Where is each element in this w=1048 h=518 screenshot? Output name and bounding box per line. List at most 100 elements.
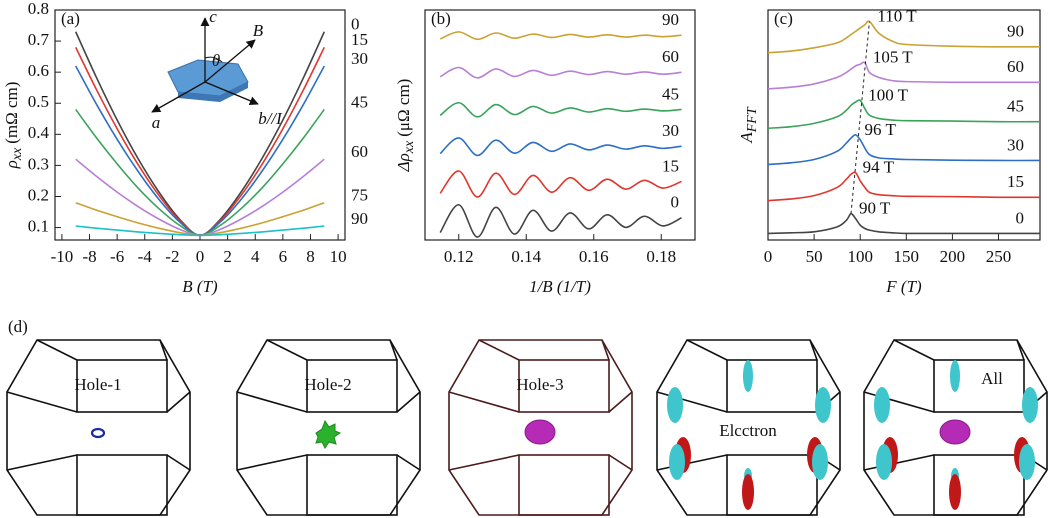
fermi-pocket	[950, 360, 960, 392]
x-tick-label: 0.14	[511, 247, 541, 266]
fermi-pocket	[874, 387, 890, 423]
series-line	[440, 32, 681, 39]
series-label: 30	[1007, 135, 1024, 154]
peak-label: 105 T	[873, 47, 913, 66]
y-label-unit: (mΩ cm)	[2, 82, 21, 144]
series-line	[768, 172, 1040, 200]
peak-label: 96 T	[865, 120, 897, 139]
series-line	[440, 205, 681, 237]
y-tick-label: 0.4	[28, 123, 50, 142]
zone-edge	[237, 392, 307, 412]
zone-edge	[687, 340, 727, 360]
y-axis-label: ρxx(mΩ cm)	[2, 82, 25, 170]
series-label: 60	[1007, 57, 1024, 76]
zone-top-face	[727, 360, 817, 412]
zone-bottom-face	[77, 455, 167, 515]
fermi-pocket	[92, 429, 104, 437]
x-tick-label: 50	[806, 247, 823, 266]
fermi-pocket	[815, 387, 831, 423]
x-tick-label: 150	[894, 247, 920, 266]
zone-edge	[449, 455, 519, 470]
zone-bottom-face	[934, 455, 1024, 515]
annotation: B	[253, 21, 264, 40]
panel-a-inset	[152, 18, 258, 112]
series-line	[76, 109, 325, 235]
plot-frame	[425, 10, 695, 240]
series-line	[440, 103, 681, 117]
zone-edge	[894, 340, 934, 360]
zone-edge	[657, 455, 727, 470]
zone-edge	[237, 455, 307, 470]
x-tick-label: 2	[223, 247, 232, 266]
series-label: 0	[1016, 208, 1025, 227]
zone-edge	[397, 392, 420, 412]
panel-label: (d)	[8, 317, 28, 336]
zone-outline	[7, 340, 190, 515]
zone-edge	[397, 455, 420, 470]
x-tick-label: -8	[82, 247, 96, 266]
series-label: 90	[351, 209, 368, 228]
y-label-symbol: A	[737, 132, 756, 144]
fermi-pocket	[316, 421, 340, 448]
y-label-sub: FFT	[745, 106, 760, 133]
x-tick-label: -6	[110, 247, 124, 266]
peak-label: 94 T	[863, 158, 895, 177]
x-tick-label: 0	[196, 247, 205, 266]
zone-bottom-face	[307, 455, 397, 515]
y-tick-label: 0.7	[28, 30, 50, 49]
series-label: 45	[1007, 97, 1024, 116]
zone-label: Hole-3	[516, 375, 563, 394]
x-tick-label: 8	[306, 247, 315, 266]
series-label: 60	[351, 142, 368, 161]
zone-edge	[267, 340, 307, 360]
zone-bottom-face	[727, 455, 817, 515]
zone-edge	[7, 392, 77, 412]
series-label: 15	[351, 30, 368, 49]
zone-label: Hole-2	[304, 375, 351, 394]
zone-edge	[864, 455, 934, 470]
fermi-pocket	[525, 420, 555, 444]
zone-edge	[449, 392, 519, 412]
x-tick-label: 0.16	[579, 247, 609, 266]
y-label-sub: xx	[10, 147, 25, 161]
zone-edge	[609, 455, 632, 470]
zone-label: Hole-1	[74, 375, 121, 394]
y-tick-label: 0.6	[28, 61, 49, 80]
series-label: 15	[1007, 172, 1024, 191]
x-tick-label: 0	[764, 247, 773, 266]
series-label: 45	[662, 84, 679, 103]
fermi-pocket	[940, 420, 970, 444]
x-axis-label: 1/B (1/T)	[529, 277, 591, 296]
fermi-pocket	[669, 444, 685, 480]
series-line	[76, 226, 325, 235]
series-label: 15	[662, 156, 679, 175]
annotation: θ	[212, 51, 220, 70]
series-label: 90	[662, 10, 679, 29]
zone-edge	[37, 340, 77, 360]
fermi-pocket	[667, 387, 683, 423]
y-label-symbol: Δρ	[394, 153, 413, 172]
series-label: 75	[351, 186, 368, 205]
zone-edge	[479, 340, 519, 360]
series-label: 45	[351, 92, 368, 111]
zone-edge	[167, 455, 190, 470]
series-line	[768, 214, 1040, 234]
fermi-pocket	[1022, 387, 1038, 423]
series-line	[76, 159, 325, 235]
x-tick-label: -4	[138, 247, 153, 266]
annotation: a	[152, 113, 161, 132]
series-line	[440, 67, 681, 77]
series-label: 30	[662, 121, 679, 140]
x-tick-label: -2	[165, 247, 179, 266]
panel-label: (c)	[774, 9, 793, 28]
annotation: c	[209, 7, 217, 26]
y-tick-label: 0.8	[28, 0, 49, 18]
peak-trend	[851, 22, 869, 214]
fermi-pocket	[812, 444, 828, 480]
x-tick-label: 6	[279, 247, 288, 266]
series-label: 30	[351, 49, 368, 68]
series-line	[440, 138, 681, 155]
fermi-pocket	[742, 474, 754, 510]
fermi-pocket	[1019, 444, 1035, 480]
x-tick-label: 0.18	[646, 247, 676, 266]
